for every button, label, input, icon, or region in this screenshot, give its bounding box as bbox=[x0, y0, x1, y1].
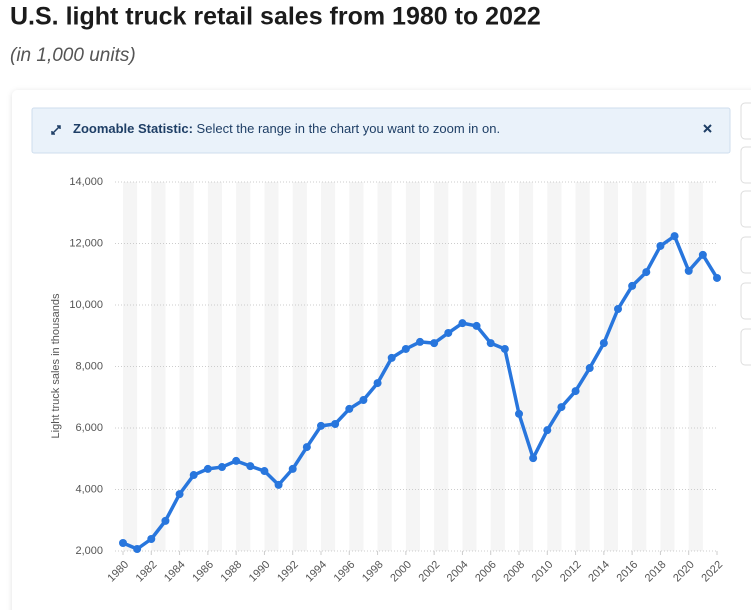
y-tick-label: 4,000 bbox=[75, 483, 103, 495]
data-point bbox=[203, 464, 212, 473]
plot-band bbox=[292, 182, 307, 551]
plot-band bbox=[547, 182, 562, 551]
zoom-banner bbox=[31, 107, 731, 154]
y-tick-label: 12,000 bbox=[69, 237, 103, 249]
banner-text: Zoomable Statistic: Select the range in … bbox=[73, 121, 500, 136]
data-point bbox=[713, 273, 721, 282]
data-point bbox=[387, 353, 396, 362]
zoom-icon bbox=[51, 125, 61, 135]
data-point bbox=[401, 344, 410, 353]
data-point bbox=[331, 420, 340, 429]
y-tick-label: 14,000 bbox=[69, 176, 103, 188]
data-point bbox=[670, 232, 679, 241]
data-point bbox=[274, 480, 283, 489]
data-point bbox=[486, 339, 495, 348]
data-point bbox=[444, 328, 453, 337]
data-point bbox=[161, 516, 170, 525]
data-point bbox=[500, 344, 509, 353]
data-point bbox=[189, 471, 198, 480]
data-point bbox=[119, 539, 127, 548]
data-point bbox=[359, 396, 368, 405]
plot-band bbox=[434, 182, 449, 551]
y-tick-label: 2,000 bbox=[75, 545, 103, 557]
data-point bbox=[302, 443, 311, 452]
data-point bbox=[557, 403, 566, 412]
banner-label: Zoomable Statistic: bbox=[73, 121, 193, 136]
data-point bbox=[543, 426, 552, 435]
y-tick-label: 8,000 bbox=[75, 360, 103, 372]
close-button[interactable] bbox=[703, 124, 712, 133]
plot-band bbox=[490, 182, 505, 551]
data-point bbox=[232, 456, 241, 465]
banner-message: Select the range in the chart you want t… bbox=[197, 121, 501, 136]
data-point bbox=[656, 241, 665, 250]
y-tick-label: 6,000 bbox=[75, 422, 103, 434]
data-point bbox=[345, 404, 354, 413]
plot-band bbox=[377, 182, 392, 551]
data-point bbox=[317, 421, 325, 430]
data-point bbox=[642, 268, 651, 277]
data-point bbox=[515, 409, 523, 418]
plot-band bbox=[236, 182, 251, 551]
data-point bbox=[133, 545, 142, 554]
chart-title: U.S. light truck retail sales from 1980 … bbox=[10, 3, 541, 31]
data-point bbox=[571, 387, 580, 396]
plot-band bbox=[349, 182, 364, 551]
data-point bbox=[472, 321, 481, 330]
data-point bbox=[373, 379, 382, 388]
plot-band bbox=[688, 182, 703, 551]
data-point bbox=[684, 266, 693, 275]
plot-band bbox=[575, 182, 590, 551]
plot-band bbox=[151, 182, 166, 551]
data-point bbox=[218, 463, 226, 472]
data-point bbox=[147, 535, 156, 544]
data-point bbox=[698, 250, 707, 259]
data-point bbox=[246, 462, 255, 471]
y-tick-label: 10,000 bbox=[69, 299, 103, 311]
side-buttons[interactable] bbox=[740, 102, 751, 366]
data-point bbox=[416, 337, 424, 346]
data-point bbox=[260, 467, 269, 476]
data-point bbox=[614, 304, 622, 313]
y-axis-label: Light truck sales in thousands bbox=[50, 293, 62, 438]
data-point bbox=[585, 364, 594, 373]
data-point bbox=[628, 281, 637, 290]
plot-band bbox=[179, 182, 194, 551]
data-point bbox=[458, 319, 467, 328]
data-point bbox=[288, 464, 297, 473]
chart-subtitle: (in 1,000 units) bbox=[10, 45, 136, 66]
data-point bbox=[599, 339, 608, 348]
data-point bbox=[529, 454, 538, 463]
data-point bbox=[430, 339, 439, 348]
data-point bbox=[175, 490, 184, 499]
